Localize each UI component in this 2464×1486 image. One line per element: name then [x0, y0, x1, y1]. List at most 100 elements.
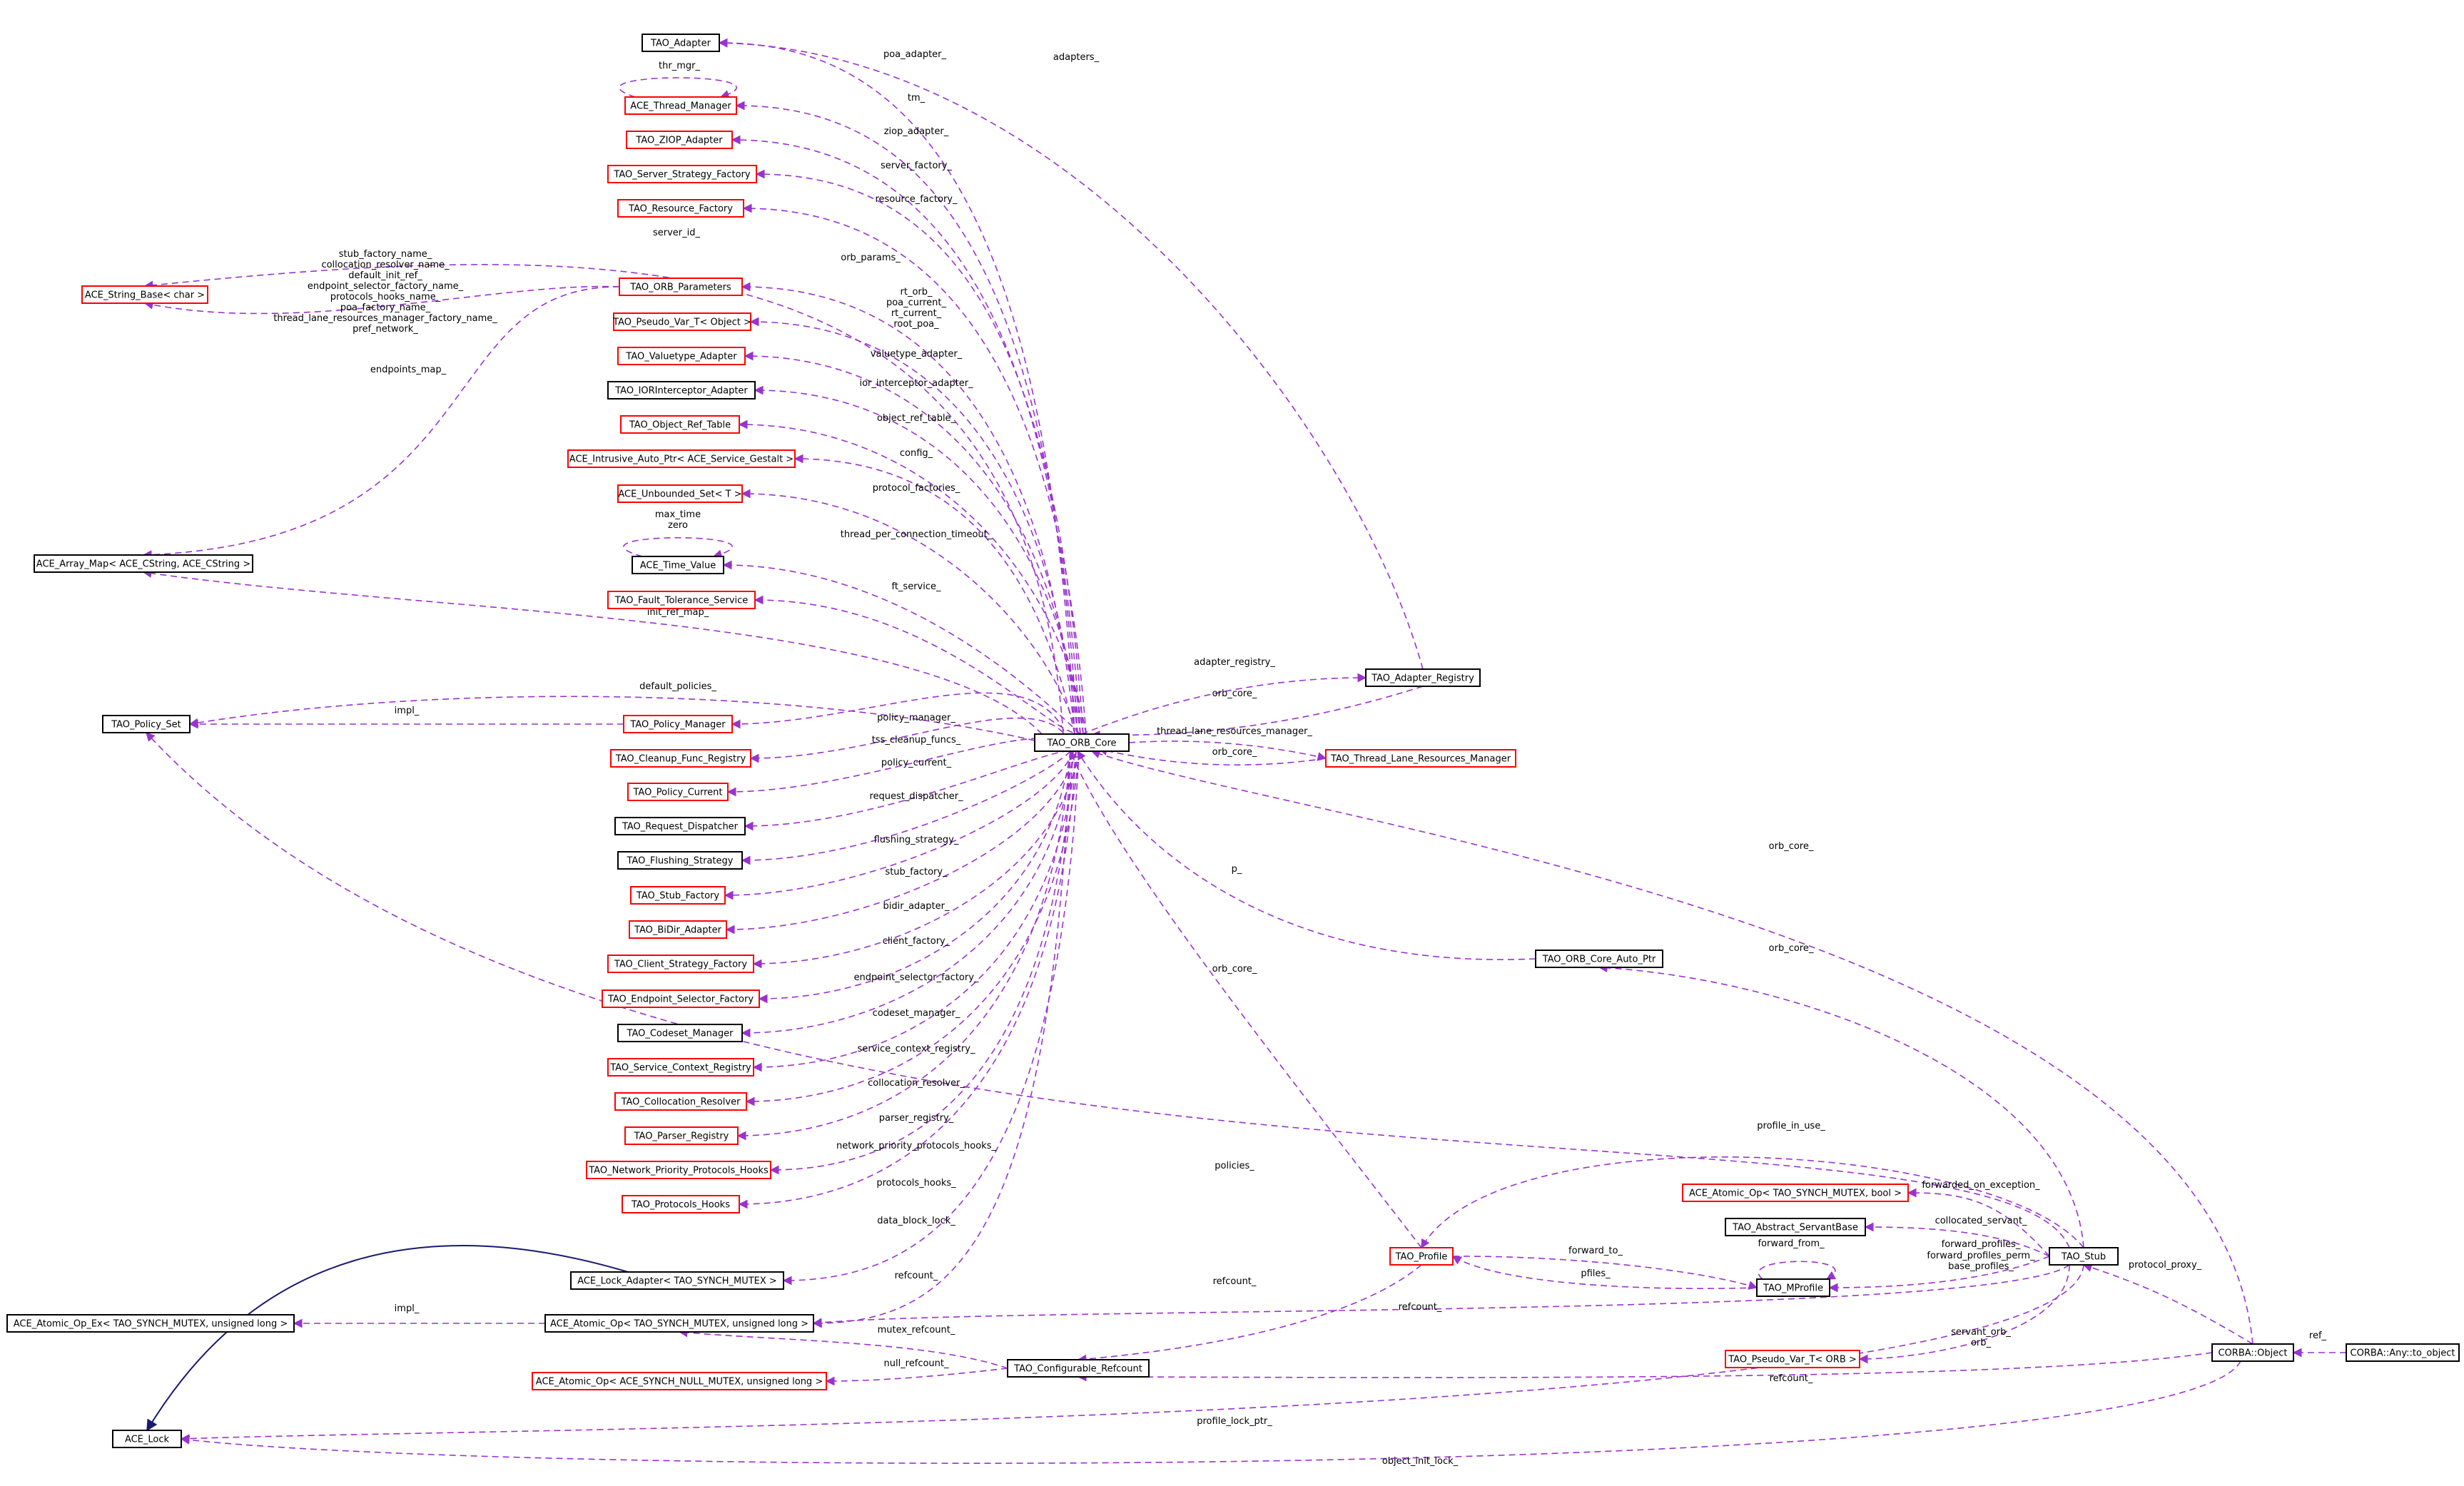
node-box[interactable]	[607, 165, 757, 183]
node-tao-iorinterceptor-adapter[interactable]: TAO_IORInterceptor_Adapter	[607, 381, 756, 400]
node-ace-atomic-op-ulong[interactable]: ACE_Atomic_Op< TAO_SYNCH_MUTEX, unsigned…	[544, 1314, 814, 1333]
node-box[interactable]	[1725, 1350, 1860, 1368]
node-tao-valuetype-adapter[interactable]: TAO_Valuetype_Adapter	[617, 347, 746, 365]
node-tao-policy-set[interactable]: TAO_Policy_Set	[102, 715, 191, 733]
node-box[interactable]	[617, 199, 744, 218]
node-box[interactable]	[602, 989, 760, 1008]
node-box[interactable]	[624, 96, 737, 115]
node-box[interactable]	[619, 278, 743, 296]
node-ace-array-map[interactable]: ACE_Array_Map< ACE_CString, ACE_CString …	[34, 554, 253, 573]
node-tao-policy-current[interactable]: TAO_Policy_Current	[627, 783, 729, 801]
node-box[interactable]	[2049, 1247, 2119, 1266]
node-box[interactable]	[1682, 1184, 1909, 1202]
node-tao-thread-lane-resources-manager[interactable]: TAO_Thread_Lane_Resources_Manager	[1325, 749, 1516, 768]
node-tao-adapter[interactable]: TAO_Adapter	[642, 34, 720, 52]
node-tao-client-strategy-factory[interactable]: TAO_Client_Strategy_Factory	[607, 955, 754, 973]
node-ace-thread-manager[interactable]: ACE_Thread_Manager	[624, 96, 737, 115]
node-box[interactable]	[1535, 950, 1663, 968]
node-box[interactable]	[622, 1195, 740, 1213]
node-box[interactable]	[570, 1271, 784, 1290]
node-tao-mprofile[interactable]: TAO_MProfile	[1756, 1278, 1830, 1297]
node-tao-network-priority-protocols-hooks[interactable]: TAO_Network_Priority_Protocols_Hooks	[586, 1161, 771, 1179]
node-box[interactable]	[607, 381, 756, 400]
node-tao-resource-factory[interactable]: TAO_Resource_Factory	[617, 199, 744, 218]
node-box[interactable]	[532, 1372, 827, 1390]
node-box[interactable]	[586, 1161, 771, 1179]
node-tao-adapter-registry[interactable]: TAO_Adapter_Registry	[1365, 668, 1481, 687]
node-box[interactable]	[629, 920, 727, 939]
node-tao-orb-parameters[interactable]: TAO_ORB_Parameters	[619, 278, 743, 296]
node-box[interactable]	[34, 554, 253, 573]
node-box[interactable]	[1725, 1218, 1866, 1236]
node-box[interactable]	[544, 1314, 814, 1333]
node-box[interactable]	[614, 1092, 747, 1111]
node-tao-collocation-resolver[interactable]: TAO_Collocation_Resolver	[614, 1092, 747, 1111]
node-tao-configurable-refcount[interactable]: TAO_Configurable_Refcount	[1007, 1359, 1150, 1378]
node-box[interactable]	[617, 851, 743, 870]
node-box[interactable]	[613, 312, 751, 331]
node-tao-server-strategy-factory[interactable]: TAO_Server_Strategy_Factory	[607, 165, 757, 183]
node-ace-lock[interactable]: ACE_Lock	[112, 1430, 182, 1448]
node-tao-stub[interactable]: TAO_Stub	[2049, 1247, 2119, 1266]
node-box[interactable]	[81, 285, 208, 304]
node-box[interactable]	[1007, 1359, 1150, 1378]
node-tao-profile[interactable]: TAO_Profile	[1389, 1247, 1454, 1266]
node-box[interactable]	[627, 783, 729, 801]
node-box[interactable]	[623, 715, 733, 733]
node-box[interactable]	[567, 449, 796, 468]
node-ace-unbounded-set[interactable]: ACE_Unbounded_Set< T >	[617, 484, 743, 503]
node-box[interactable]	[617, 1024, 743, 1042]
node-tao-pseudo-var-object[interactable]: TAO_Pseudo_Var_T< Object >	[612, 312, 751, 331]
node-box[interactable]	[102, 715, 191, 733]
node-box[interactable]	[610, 749, 751, 768]
node-ace-lock-adapter[interactable]: ACE_Lock_Adapter< TAO_SYNCH_MUTEX >	[570, 1271, 784, 1290]
node-corba-any-to-object[interactable]: CORBA::Any::to_object	[2346, 1343, 2460, 1362]
node-box[interactable]	[626, 131, 733, 149]
node-tao-flushing-strategy[interactable]: TAO_Flushing_Strategy	[617, 851, 743, 870]
node-tao-protocols-hooks[interactable]: TAO_Protocols_Hooks	[622, 1195, 740, 1213]
node-tao-parser-registry[interactable]: TAO_Parser_Registry	[624, 1126, 739, 1145]
node-tao-fault-tolerance-service[interactable]: TAO_Fault_Tolerance_Service	[607, 591, 756, 609]
node-tao-pseudo-var-orb[interactable]: TAO_Pseudo_Var_T< ORB >	[1725, 1350, 1860, 1368]
node-tao-stub-factory[interactable]: TAO_Stub_Factory	[630, 886, 726, 905]
node-tao-bidir-adapter[interactable]: TAO_BiDir_Adapter	[629, 920, 727, 939]
node-ace-string-base[interactable]: ACE_String_Base< char >	[81, 285, 208, 304]
node-box[interactable]	[607, 591, 756, 609]
node-box[interactable]	[620, 415, 740, 434]
node-tao-endpoint-selector-factory[interactable]: TAO_Endpoint_Selector_Factory	[602, 989, 760, 1008]
node-ace-intrusive-auto-ptr[interactable]: ACE_Intrusive_Auto_Ptr< ACE_Service_Gest…	[567, 449, 796, 468]
node-box[interactable]	[632, 556, 724, 574]
node-box[interactable]	[112, 1430, 182, 1448]
node-box[interactable]	[2211, 1343, 2294, 1362]
node-box[interactable]	[624, 1126, 739, 1145]
node-box[interactable]	[1034, 733, 1130, 752]
node-box[interactable]	[607, 955, 754, 973]
node-box[interactable]	[1756, 1278, 1830, 1297]
node-box[interactable]	[2346, 1343, 2460, 1362]
node-box[interactable]	[1389, 1247, 1454, 1266]
node-tao-policy-manager[interactable]: TAO_Policy_Manager	[623, 715, 733, 733]
node-tao-object-ref-table[interactable]: TAO_Object_Ref_Table	[620, 415, 740, 434]
node-tao-ziop-adapter[interactable]: TAO_ZIOP_Adapter	[626, 131, 733, 149]
node-box[interactable]	[617, 347, 746, 365]
node-box[interactable]	[614, 817, 746, 835]
node-ace-atomic-op-bool[interactable]: ACE_Atomic_Op< TAO_SYNCH_MUTEX, bool >	[1682, 1184, 1909, 1202]
node-box[interactable]	[617, 484, 743, 503]
node-ace-time-value[interactable]: ACE_Time_Value	[632, 556, 724, 574]
node-box[interactable]	[607, 1058, 754, 1077]
node-box[interactable]	[1365, 668, 1481, 687]
node-tao-abstract-servantbase[interactable]: TAO_Abstract_ServantBase	[1725, 1218, 1866, 1236]
node-box[interactable]	[630, 886, 726, 905]
node-ace-atomic-op-ex[interactable]: ACE_Atomic_Op_Ex< TAO_SYNCH_MUTEX, unsig…	[6, 1314, 295, 1333]
node-box[interactable]	[1325, 749, 1516, 768]
node-tao-orb-core-auto-ptr[interactable]: TAO_ORB_Core_Auto_Ptr	[1535, 950, 1663, 968]
node-tao-codeset-manager[interactable]: TAO_Codeset_Manager	[617, 1024, 743, 1042]
node-tao-service-context-registry[interactable]: TAO_Service_Context_Registry	[607, 1058, 754, 1077]
node-tao-cleanup-func-registry[interactable]: TAO_Cleanup_Func_Registry	[610, 749, 751, 768]
node-corba-object[interactable]: CORBA::Object	[2211, 1343, 2294, 1362]
node-tao-request-dispatcher[interactable]: TAO_Request_Dispatcher	[614, 817, 746, 835]
node-ace-atomic-op-null[interactable]: ACE_Atomic_Op< ACE_SYNCH_NULL_MUTEX, uns…	[532, 1372, 827, 1390]
node-box[interactable]	[642, 34, 720, 52]
node-box[interactable]	[6, 1314, 295, 1333]
node-tao-orb-core[interactable]: TAO_ORB_Core	[1034, 733, 1130, 752]
